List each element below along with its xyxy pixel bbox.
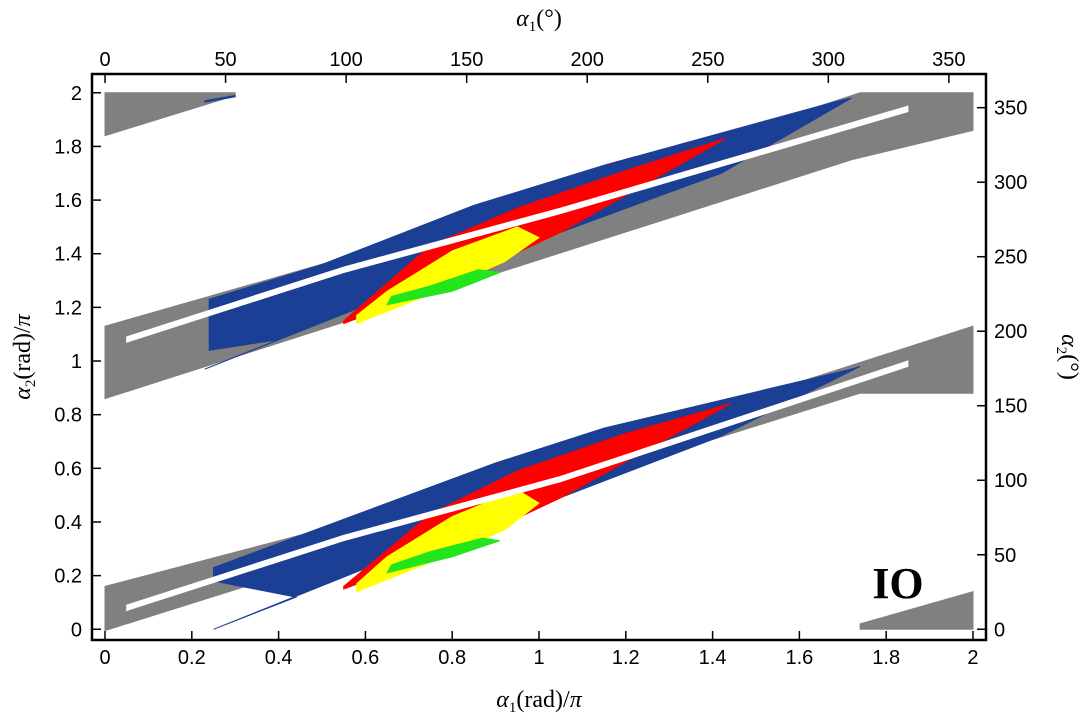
x2-tick-label: 250 [691, 49, 724, 71]
x2-tick-label: 0 [99, 49, 110, 71]
y2-tick-label: 150 [994, 396, 1027, 418]
y2-tick-label: 50 [994, 545, 1016, 567]
series-gray [104, 92, 974, 632]
y2-tick-label: 350 [994, 98, 1027, 120]
y-tick-label: 0.2 [54, 566, 82, 588]
series-white-gaps [126, 105, 909, 612]
x2-tick-label: 350 [932, 49, 965, 71]
x2-tick-label: 300 [812, 49, 845, 71]
x-tick-label: 2 [967, 647, 978, 669]
x-axis-title: α1(rad)/π [496, 687, 582, 716]
region-green-2 [386, 269, 501, 306]
x2-axis-title: α1(°) [516, 6, 562, 35]
x-tick-label: 1.8 [872, 647, 900, 669]
x-tick-label: 1 [533, 647, 544, 669]
x-tick-label: 1.2 [612, 647, 640, 669]
x2-tick-label: 100 [329, 49, 362, 71]
data-regions [104, 92, 974, 632]
y2-tick-label: 250 [994, 247, 1027, 269]
y-tick-label: 0.4 [54, 512, 82, 534]
region-gray-2 [104, 92, 974, 400]
x-tick-label: 0 [99, 647, 110, 669]
x2-tick-label: 50 [214, 49, 236, 71]
region-white-gaps-1 [126, 360, 909, 612]
x-tick-label: 1.4 [699, 647, 727, 669]
x-tick-label: 0.8 [438, 647, 466, 669]
y2-tick-label: 100 [994, 470, 1027, 492]
x2-tick-label: 200 [571, 49, 604, 71]
y-tick-label: 2 [71, 83, 82, 105]
y-tick-label: 1 [71, 351, 82, 373]
y-tick-label: 0.6 [54, 458, 82, 480]
y-tick-label: 1.8 [54, 136, 82, 158]
region-green-1 [386, 537, 501, 574]
y2-tick-label: 300 [994, 172, 1027, 194]
x-tick-label: 0.4 [265, 647, 293, 669]
x-tick-label: 1.6 [785, 647, 813, 669]
y2-tick-label: 0 [994, 619, 1005, 641]
region-blue-3 [204, 94, 236, 103]
x-tick-label: 0.6 [352, 647, 380, 669]
y-tick-label: 0 [71, 619, 82, 641]
series-green [386, 269, 501, 574]
axis-ticks: 0 0.2 0.4 0.6 0.8 1 1.2 1.4 1.6 1.8 200.20.40.60.8… [54, 49, 1027, 669]
annotation-io: IO [872, 559, 923, 608]
y2-tick-label: 200 [994, 321, 1027, 343]
y-tick-label: 1.4 [54, 244, 82, 266]
y2-axis-title: α2(°) [1053, 334, 1082, 380]
y-tick-label: 1.2 [54, 297, 82, 319]
x2-tick-label: 150 [450, 49, 483, 71]
region-gray-4 [859, 591, 974, 630]
y-tick-label: 1.6 [54, 190, 82, 212]
region-white-gaps-2 [126, 105, 909, 343]
x-tick-label: 0.2 [178, 647, 206, 669]
y-tick-label: 0.8 [54, 405, 82, 427]
y-axis-title: α2(rad)/π [10, 313, 39, 399]
